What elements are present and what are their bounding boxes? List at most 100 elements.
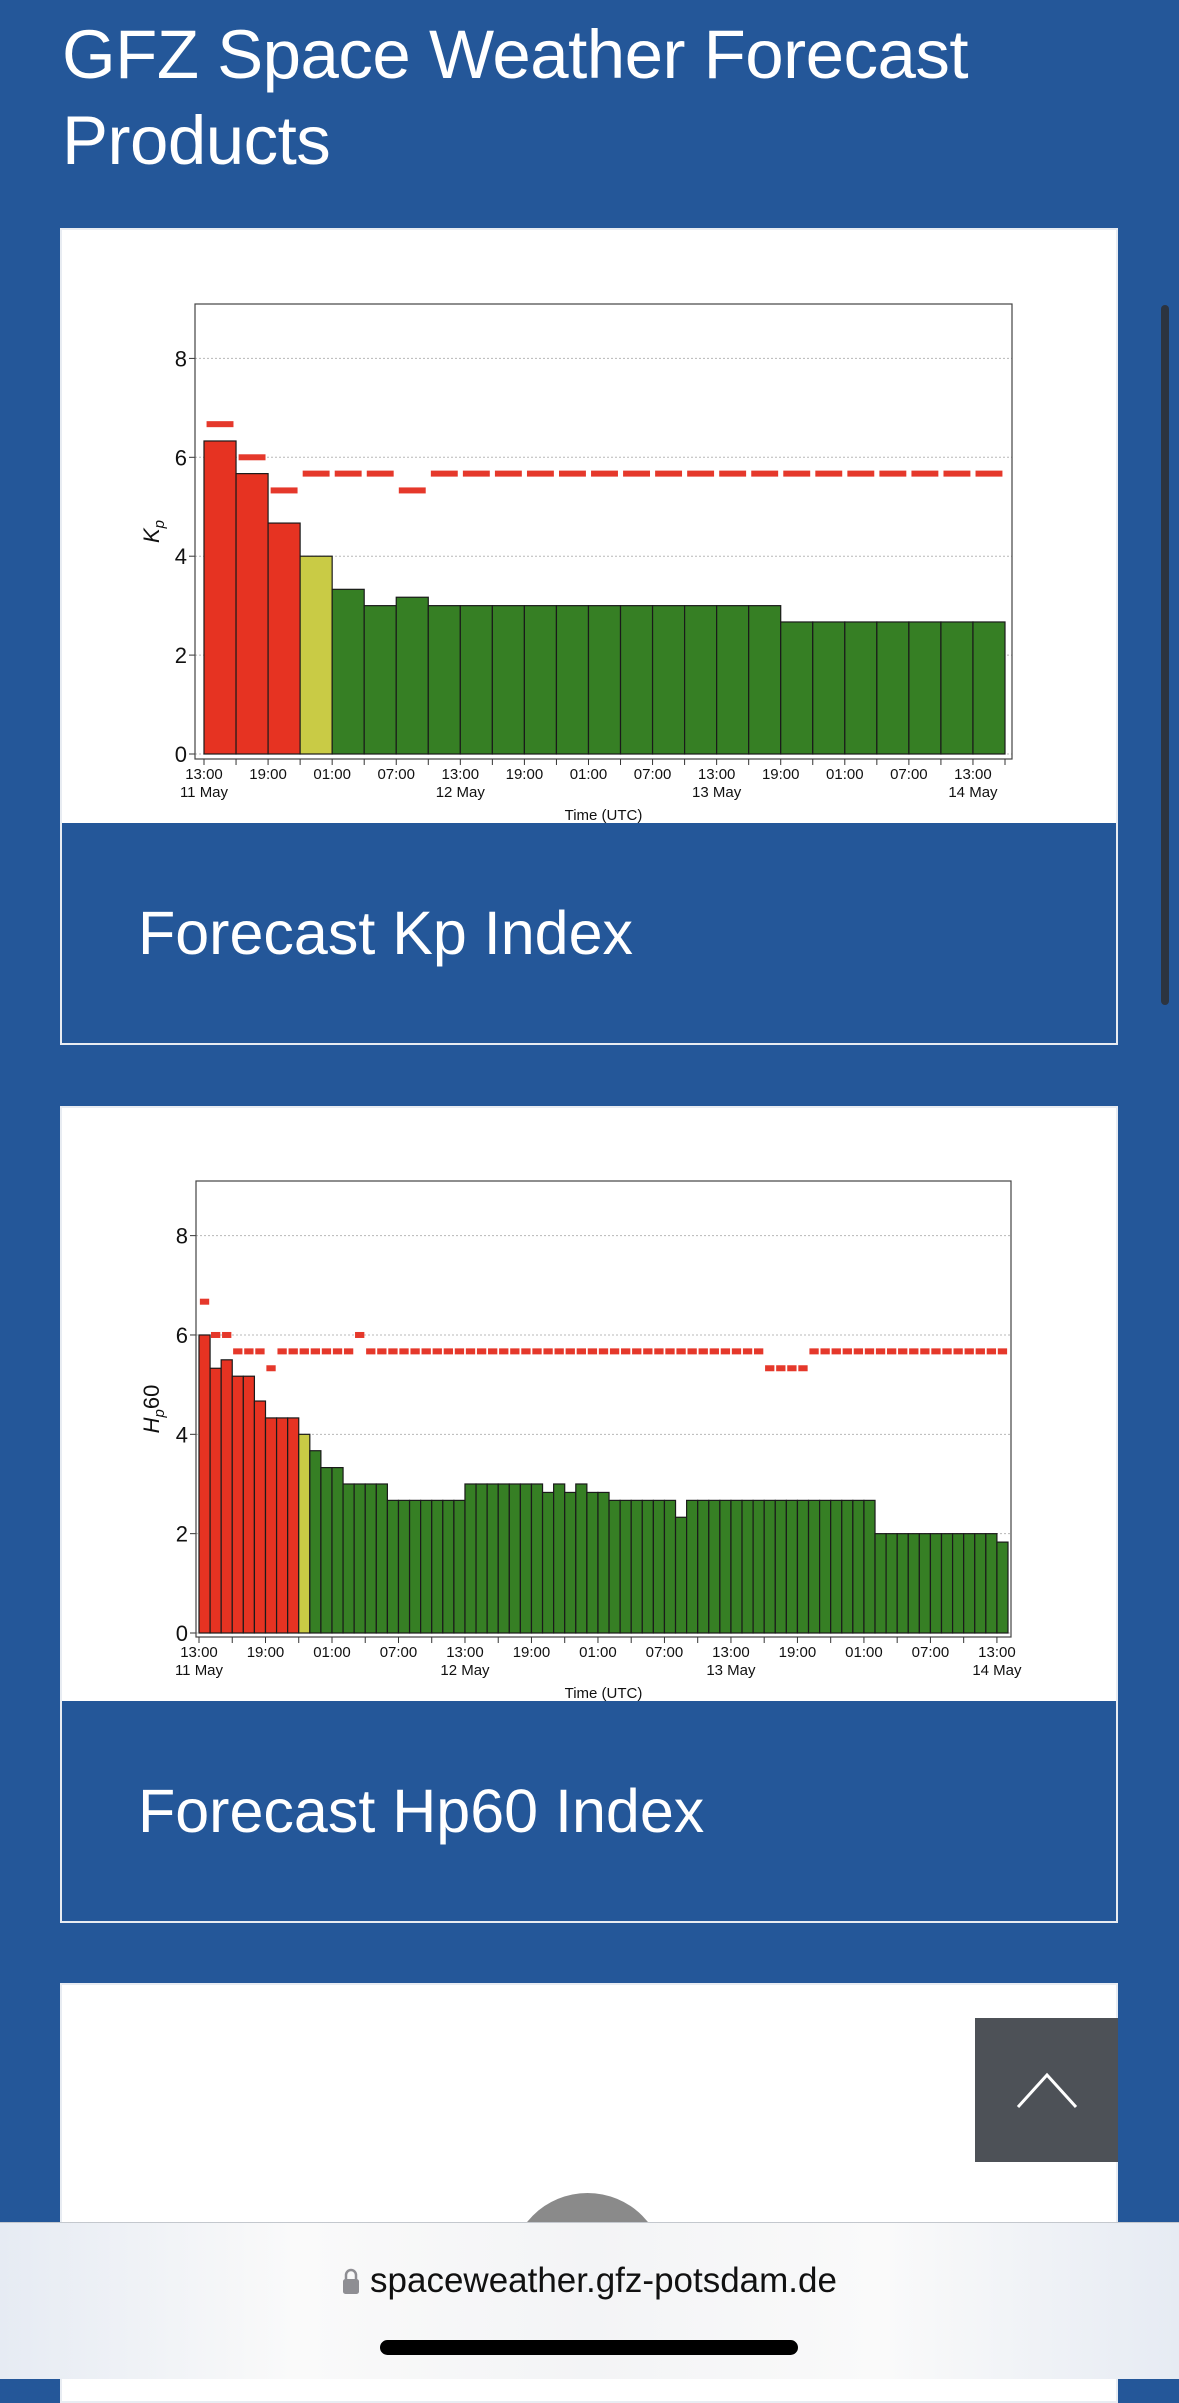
upper-range-marker <box>343 1348 354 1355</box>
hp60-card-caption[interactable]: Forecast Hp60 Index <box>62 1701 1116 1921</box>
bar <box>264 1417 278 1634</box>
upper-range-marker <box>720 1348 731 1355</box>
url-display[interactable]: spaceweather.gfz-potsdam.de <box>0 2261 1179 2304</box>
bar <box>420 1499 433 1634</box>
bar <box>459 605 493 755</box>
plot-frame <box>194 303 1013 760</box>
bar <box>619 1499 632 1634</box>
upper-range-marker <box>654 1348 664 1355</box>
hp60-chart-image: 0 2 4 6 8 13:00 19:00 01:00 07:00 13:00 19:00 01:00… <box>62 1108 1116 1701</box>
lock-icon <box>342 2264 360 2304</box>
bar <box>298 1433 311 1634</box>
bar <box>674 1516 688 1634</box>
upper-range-marker <box>565 1348 575 1355</box>
y-tick-label: 0 <box>175 742 187 767</box>
bar <box>553 1483 566 1634</box>
upper-range-marker <box>886 1348 897 1355</box>
bar <box>220 1359 233 1634</box>
upper-range-marker <box>820 1348 830 1355</box>
kp-forecast-card[interactable]: 0 2 4 6 8 13:00 19:00 01:00 07:00 13:00 19:00 01:00… <box>60 228 1118 1045</box>
bar <box>841 1499 854 1634</box>
bar <box>464 1483 477 1634</box>
upper-range-marker <box>476 1348 487 1355</box>
bar <box>774 1499 787 1634</box>
y-tick-label: 0 <box>176 1621 188 1646</box>
y-tick-label: 8 <box>175 346 187 371</box>
upper-range-marker <box>665 1348 675 1355</box>
kp-card-title[interactable]: Forecast Kp Index <box>138 899 634 967</box>
upper-range-marker <box>462 470 490 477</box>
bar <box>907 1533 920 1634</box>
page-scrollbar[interactable] <box>1161 305 1169 1005</box>
bar <box>974 1533 987 1634</box>
bar <box>940 621 974 755</box>
y-tick-label: 6 <box>176 1323 188 1348</box>
bar <box>320 1466 333 1634</box>
bar <box>996 1541 1009 1634</box>
upper-range-marker <box>299 1348 309 1355</box>
upper-range-marker <box>909 1348 919 1355</box>
x-date-label: 14 May <box>972 1662 1022 1679</box>
upper-range-marker <box>270 487 298 494</box>
upper-range-marker <box>334 470 362 477</box>
upper-range-marker <box>277 1348 287 1355</box>
upper-range-marker <box>719 470 747 477</box>
upper-range-marker <box>787 1365 797 1372</box>
bar <box>863 1499 876 1634</box>
upper-range-marker <box>366 470 394 477</box>
bar <box>852 1499 865 1634</box>
scroll-to-top-button[interactable] <box>975 2018 1118 2162</box>
upper-range-marker <box>831 1348 841 1355</box>
upper-range-marker <box>443 1348 454 1355</box>
x-tick-label: 19:00 <box>513 1644 551 1661</box>
bar <box>807 1499 821 1634</box>
upper-range-marker <box>199 1298 210 1305</box>
upper-range-marker <box>288 1348 298 1355</box>
upper-range-marker <box>591 470 618 477</box>
upper-range-marker <box>266 1365 276 1372</box>
home-indicator <box>380 2340 798 2355</box>
x-tick-label: 13:00 <box>185 766 223 783</box>
upper-range-marker <box>521 1348 531 1355</box>
upper-range-marker <box>587 1348 598 1355</box>
bar <box>651 605 686 755</box>
hp60-card-title[interactable]: Forecast Hp60 Index <box>138 1777 705 1845</box>
kp-card-caption[interactable]: Forecast Kp Index <box>62 823 1116 1043</box>
bar <box>427 605 461 755</box>
upper-range-marker <box>632 1348 642 1355</box>
x-tick-label: 19:00 <box>506 766 544 783</box>
x-tick-label: 19:00 <box>779 1644 817 1661</box>
x-tick-label: 19:00 <box>249 766 287 783</box>
bar <box>716 605 750 755</box>
x-tick-label: 01:00 <box>579 1644 617 1661</box>
upper-range-marker <box>815 470 843 477</box>
bar <box>780 621 814 755</box>
upper-range-marker <box>931 1348 941 1355</box>
upper-range-marker <box>986 1348 997 1355</box>
bar <box>796 1499 810 1634</box>
upper-range-marker <box>377 1348 387 1355</box>
upper-range-marker <box>432 1348 442 1355</box>
upper-range-marker <box>510 1348 520 1355</box>
bar <box>748 605 782 755</box>
bar <box>918 1533 932 1634</box>
x-tick-label: 07:00 <box>380 1644 418 1661</box>
bar <box>564 1491 577 1634</box>
bar <box>929 1533 943 1634</box>
browser-address-bar[interactable]: spaceweather.gfz-potsdam.de <box>0 2222 1179 2379</box>
bar <box>587 605 622 755</box>
x-tick-label: 01:00 <box>845 1644 883 1661</box>
x-tick-label: 01:00 <box>313 766 351 783</box>
upper-range-marker <box>244 1348 254 1355</box>
bar <box>497 1483 510 1634</box>
upper-range-marker <box>222 1331 232 1338</box>
hp60-forecast-card[interactable]: 0 2 4 6 8 13:00 19:00 01:00 07:00 13:00 19:00 01:00… <box>60 1106 1118 1923</box>
y-tick-label: 4 <box>176 1422 188 1447</box>
upper-range-marker <box>783 470 811 477</box>
upper-range-marker <box>731 1348 742 1355</box>
upper-range-marker <box>255 1348 265 1355</box>
upper-range-marker <box>621 1348 631 1355</box>
bar <box>608 1499 621 1634</box>
upper-range-marker <box>765 1365 775 1372</box>
bar <box>491 605 525 755</box>
